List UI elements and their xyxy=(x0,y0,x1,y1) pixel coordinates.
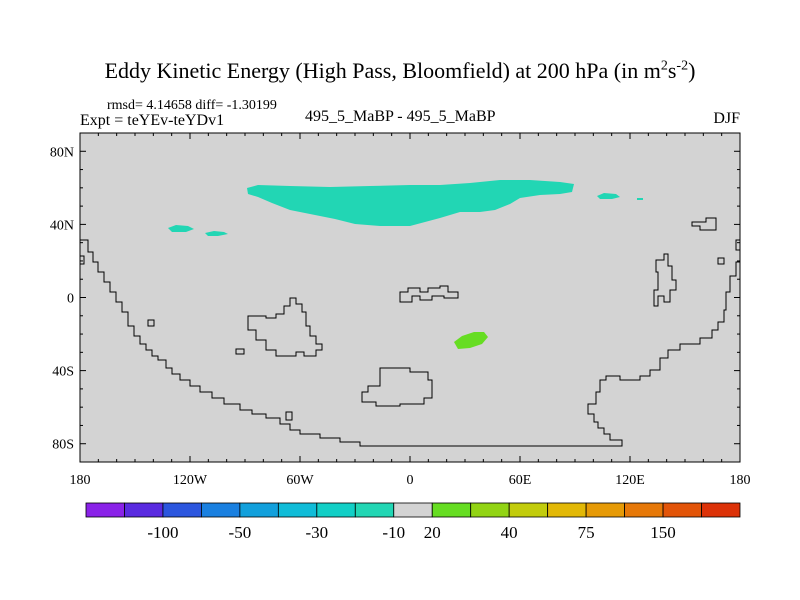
x-tick-label: 60W xyxy=(286,473,314,488)
plot-background xyxy=(80,133,740,462)
coastlines xyxy=(80,217,740,447)
colorbar-label: 75 xyxy=(578,523,595,542)
region-indian-positive xyxy=(454,332,488,349)
colorbar-swatch xyxy=(124,502,164,518)
coastline-americas xyxy=(80,239,740,447)
x-tick-label: 120E xyxy=(615,473,645,488)
y-tick-label: 40S xyxy=(52,365,74,380)
run-label: 495_5_MaBP - 495_5_MaBP xyxy=(305,108,496,125)
colorbar-swatch xyxy=(470,502,510,518)
colorbar-swatch xyxy=(701,502,741,518)
coastline-japan xyxy=(691,217,717,231)
colorbar-label: -100 xyxy=(147,523,178,542)
colorbar-swatch xyxy=(508,502,549,518)
colorbar-swatch xyxy=(316,502,356,518)
colorbar-swatch xyxy=(624,502,664,518)
colorbar-swatch xyxy=(585,502,625,518)
coastline-south-island xyxy=(361,367,433,407)
x-tick-label: 180 xyxy=(70,473,91,488)
coastline-east-edge xyxy=(735,239,740,251)
x-tick-label: 180 xyxy=(730,473,751,488)
colorbar-swatch xyxy=(431,502,472,518)
region-patch-b xyxy=(205,231,228,236)
region-patch-c xyxy=(597,193,620,199)
colorbar-swatch xyxy=(277,502,318,518)
region-north-band xyxy=(247,180,574,226)
colorbar-label: -10 xyxy=(382,523,405,542)
colorbar-label: -30 xyxy=(305,523,328,542)
colorbar-swatch xyxy=(547,502,587,518)
experiment-label: Expt = teYEv-teYDv1 xyxy=(80,112,225,129)
axis-ticks xyxy=(79,132,741,463)
coastline-small-d xyxy=(717,257,725,265)
region-patch-d xyxy=(637,198,643,200)
x-tick-label: 60E xyxy=(509,473,532,488)
colorbar-label: 20 xyxy=(424,523,441,542)
x-tick-label: 0 xyxy=(407,473,414,488)
coastline-north-land xyxy=(80,255,85,265)
y-tick-label: 80N xyxy=(50,145,74,160)
axis-labels: 180 120W 60W 0 60E 120E 180 80N 40N 0 40S 80S xyxy=(50,145,751,488)
season-label: DJF xyxy=(713,110,740,127)
plot-area: 180 120W 60W 0 60E 120E 180 80N 40N 0 40S 80S xyxy=(50,132,751,488)
region-patch-a xyxy=(168,225,194,232)
colorbar-label: 150 xyxy=(650,523,676,542)
coastline-asia-east xyxy=(653,253,677,307)
coastline-small-b xyxy=(235,348,245,355)
anomaly-regions xyxy=(168,180,643,349)
coastline-south-america xyxy=(247,297,323,357)
y-tick-label: 40N xyxy=(50,218,74,233)
colorbar-label: -50 xyxy=(229,523,252,542)
colorbar-swatch xyxy=(393,502,433,518)
colorbar-label: 40 xyxy=(501,523,518,542)
coastline-small-a xyxy=(147,319,155,327)
colorbar-swatch xyxy=(662,502,702,518)
colorbar xyxy=(85,502,741,518)
chart-title: Eddy Kinetic Energy (High Pass, Bloomfie… xyxy=(104,58,696,83)
colorbar-swatch xyxy=(85,502,125,518)
stats-label: rmsd= 4.14658 diff= -1.30199 xyxy=(107,98,277,113)
colorbar-swatch xyxy=(162,502,202,518)
y-tick-label: 0 xyxy=(67,292,74,307)
colorbar-swatch xyxy=(354,502,395,518)
y-tick-label: 80S xyxy=(52,438,74,453)
x-tick-label: 120W xyxy=(173,473,208,488)
colorbar-swatch xyxy=(239,502,279,518)
coastline-africa-north xyxy=(399,285,459,303)
colorbar-labels: -100 -50 -30 -10 20 40 75 150 xyxy=(147,523,675,542)
coastline-small-c xyxy=(285,411,293,421)
colorbar-swatch xyxy=(201,502,241,518)
